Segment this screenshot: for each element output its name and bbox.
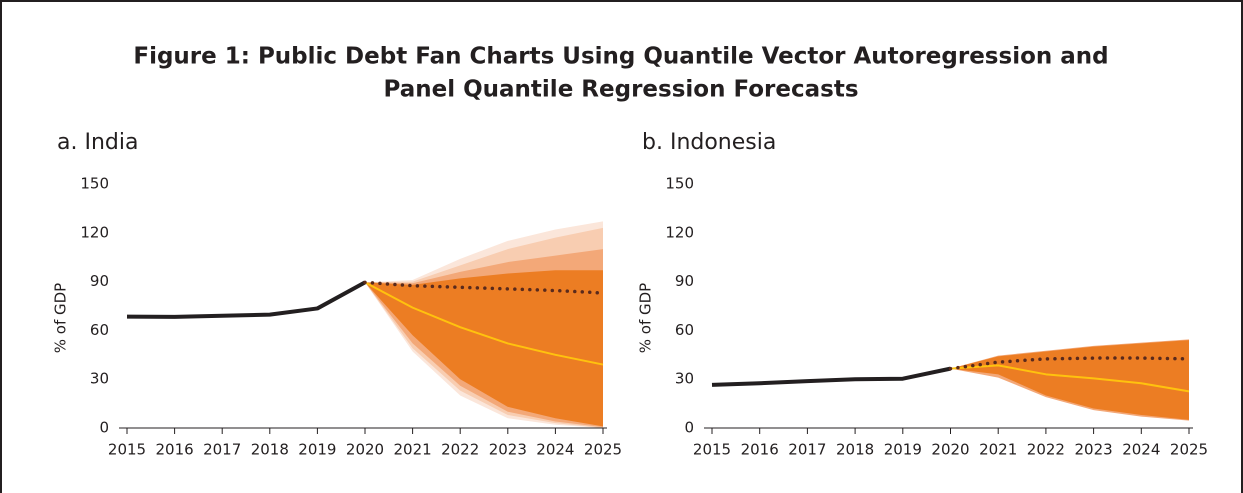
y-tick-label: 150 [80, 175, 109, 193]
line [126, 280, 366, 319]
x-tick-label: 2018 [836, 441, 874, 459]
line [711, 366, 951, 387]
x-tick-label: 2016 [741, 441, 779, 459]
dotted-line [363, 280, 605, 295]
panel-title: a. India [57, 130, 138, 155]
y-tick-label: 90 [675, 272, 694, 290]
x-tick-label: 2024 [536, 441, 574, 459]
x-tick-label: 2022 [441, 441, 479, 459]
x-tick-label: 2020 [346, 441, 384, 459]
y-tick-label: 90 [90, 272, 109, 290]
x-tick-label: 2016 [156, 441, 194, 459]
x-tick-label: 2018 [251, 441, 289, 459]
x-tick-label: 2020 [931, 441, 969, 459]
y-tick-label: 0 [99, 419, 109, 437]
x-tick-label: 2023 [1075, 441, 1113, 459]
y-tick-label: 120 [665, 223, 694, 241]
x-tick-label: 2019 [884, 441, 922, 459]
figure-title: Panel Quantile Regression Forecasts [383, 77, 858, 103]
panel-title: b. Indonesia [642, 130, 776, 155]
x-tick-label: 2021 [979, 441, 1017, 459]
x-tick-label: 2024 [1122, 441, 1160, 459]
line [364, 281, 604, 366]
y-axis-label: % of GDP [637, 283, 655, 353]
x-tick-label: 2025 [584, 441, 622, 459]
y-tick-label: 0 [684, 419, 694, 437]
x-tick-label: 2021 [394, 441, 432, 459]
x-tick-label: 2023 [489, 441, 527, 459]
y-tick-label: 60 [675, 321, 694, 339]
y-tick-label: 30 [675, 370, 694, 388]
y-tick-label: 150 [665, 175, 694, 193]
fan-band [365, 270, 603, 427]
fan-band [950, 340, 1189, 420]
x-tick-label: 2017 [203, 441, 241, 459]
line [950, 364, 1190, 393]
x-tick-label: 2015 [693, 441, 731, 459]
y-axis-label: % of GDP [52, 283, 70, 353]
y-tick-label: 30 [90, 370, 109, 388]
x-tick-label: 2017 [788, 441, 826, 459]
x-tick-label: 2025 [1170, 441, 1208, 459]
x-tick-label: 2022 [1027, 441, 1065, 459]
x-tick-label: 2019 [298, 441, 336, 459]
y-tick-label: 120 [80, 223, 109, 241]
y-tick-label: 60 [90, 321, 109, 339]
dotted-line [948, 356, 1191, 371]
figure-title: Figure 1: Public Debt Fan Charts Using Q… [133, 44, 1108, 70]
x-tick-label: 2015 [108, 441, 146, 459]
